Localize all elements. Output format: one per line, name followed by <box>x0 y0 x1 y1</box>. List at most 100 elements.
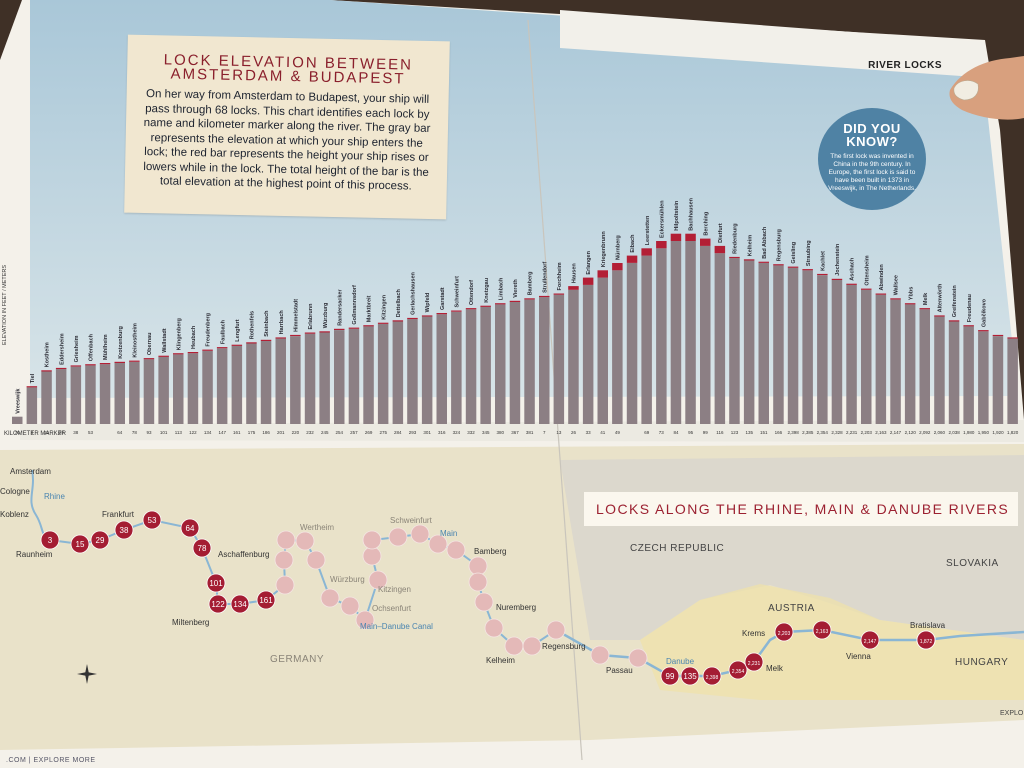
bar-lift <box>539 295 550 298</box>
lock-marker <box>368 570 388 590</box>
bar-entry <box>392 321 404 424</box>
lock-marker-label: 134 <box>233 600 247 609</box>
km-tick-label: 13 <box>556 430 562 435</box>
bar-entry <box>934 316 945 424</box>
city-kitzingen: Kitzingen <box>378 585 411 594</box>
bar-lock-name: Ottensheim <box>864 255 870 285</box>
lock-marker <box>744 652 764 672</box>
bar-lock-name: Hausen <box>572 263 578 284</box>
lock-marker <box>274 550 294 570</box>
bar-lift <box>495 303 506 305</box>
bar-lift <box>231 344 243 346</box>
km-tick-label: 33 <box>586 430 592 435</box>
km-tick-label: 161 <box>233 430 241 435</box>
river-rhine: Rhine <box>44 492 65 501</box>
km-tick-label: 284 <box>394 430 402 435</box>
city-krems: Krems <box>742 629 766 638</box>
bar-lock-name: Lengfurt <box>235 319 241 341</box>
river-canal: Main–Danube Canal <box>360 622 433 631</box>
bar-lift <box>758 261 769 263</box>
km-tick-label: 2,231 <box>846 430 858 435</box>
bar-entry <box>553 294 565 424</box>
bar-entry <box>436 314 447 424</box>
km-tick-label: 122 <box>189 430 197 435</box>
bar-lock-name: Goßmannsdorf <box>352 285 358 325</box>
bar-lift <box>216 347 228 349</box>
bar-entry <box>480 306 491 424</box>
lock-marker <box>276 530 296 550</box>
bar-lift <box>948 320 960 322</box>
bar-lock-name: Aschach <box>850 257 856 281</box>
bar-entry <box>348 328 360 424</box>
bar-lift <box>143 358 155 360</box>
bar-entry <box>260 341 272 424</box>
lock-marker <box>628 648 648 668</box>
bar-lock-name: Harrbach <box>279 310 285 335</box>
bar-entry <box>831 280 843 424</box>
km-tick-label: 15 <box>44 430 50 435</box>
bar-entry <box>656 248 667 424</box>
bar-entry <box>363 326 374 424</box>
bar-lift <box>480 305 491 307</box>
lock-marker <box>590 645 610 665</box>
bar-entry <box>597 277 608 424</box>
city-vienna: Vienna <box>846 652 871 661</box>
bar-lock-name: Abwinden <box>879 264 885 291</box>
lock-marker <box>680 666 700 686</box>
lock-marker-label: 78 <box>198 544 207 553</box>
bar-lift <box>70 365 82 367</box>
map-banner: LOCKS ALONG THE RHINE, MAIN & DANUBE RIV… <box>584 492 1018 526</box>
bar-lift <box>304 332 316 334</box>
km-tick-label: 2,385 <box>802 430 814 435</box>
bar-entry <box>143 359 155 424</box>
km-tick-label: 29 <box>59 430 65 435</box>
bar-lift <box>641 248 652 256</box>
km-tick-label: 367 <box>511 430 519 435</box>
bar-entry <box>465 309 477 424</box>
bar-lift <box>700 238 711 246</box>
km-tick-label: 345 <box>482 430 490 435</box>
bar-entry <box>187 353 199 424</box>
km-tick-label: 134 <box>204 430 212 435</box>
bar-entry <box>129 361 140 424</box>
bar-lock-name: Faulbach <box>220 319 226 344</box>
city-bamberg: Bamberg <box>474 547 507 556</box>
bar-lock-name: Dettelbach <box>396 289 402 318</box>
city-frankfurt: Frankfurt <box>102 510 135 519</box>
lock-marker <box>388 527 408 547</box>
bar-lock-name: Steinbach <box>264 310 270 337</box>
city-wurzburg: Würzburg <box>330 575 365 584</box>
bar-lift <box>890 298 901 300</box>
bar-entry <box>55 369 67 424</box>
bar-lock-name: Geisling <box>791 242 797 264</box>
lock-marker <box>702 666 722 686</box>
bar-entry <box>626 263 638 424</box>
bar-lock-name: Eddersheim <box>59 333 65 365</box>
lock-marker <box>142 510 162 530</box>
lock-marker <box>306 550 326 570</box>
bar-lift <box>919 308 930 310</box>
intro-card: LOCK ELEVATION BETWEEN AMSTERDAM & BUDAP… <box>124 34 450 220</box>
river-main: Main <box>440 529 458 538</box>
lock-marker <box>206 573 226 593</box>
bar-lift <box>275 337 286 339</box>
bar-entry <box>817 275 828 424</box>
bar-entry <box>904 304 916 424</box>
bar-entry <box>1007 338 1018 424</box>
lock-marker <box>180 518 200 538</box>
bar-lock-name: Vreeswijk <box>15 388 21 414</box>
lock-marker <box>40 530 60 550</box>
bar-lift <box>348 327 360 329</box>
bar-lift <box>407 317 418 320</box>
lock-marker <box>522 636 542 656</box>
lock-marker <box>484 618 504 638</box>
river-danube: Danube <box>666 657 695 666</box>
bar-lock-name: Limbach <box>498 277 504 300</box>
km-tick-label: 113 <box>175 430 183 435</box>
lock-marker-label: 2,163 <box>816 629 829 635</box>
bar-lift <box>875 293 887 295</box>
bar-entry <box>524 299 535 424</box>
bar-lock-name: Kachlet <box>820 251 826 271</box>
bar-lock-name: Altenwörth <box>938 283 944 312</box>
km-tick-label: 2,120 <box>905 430 917 435</box>
